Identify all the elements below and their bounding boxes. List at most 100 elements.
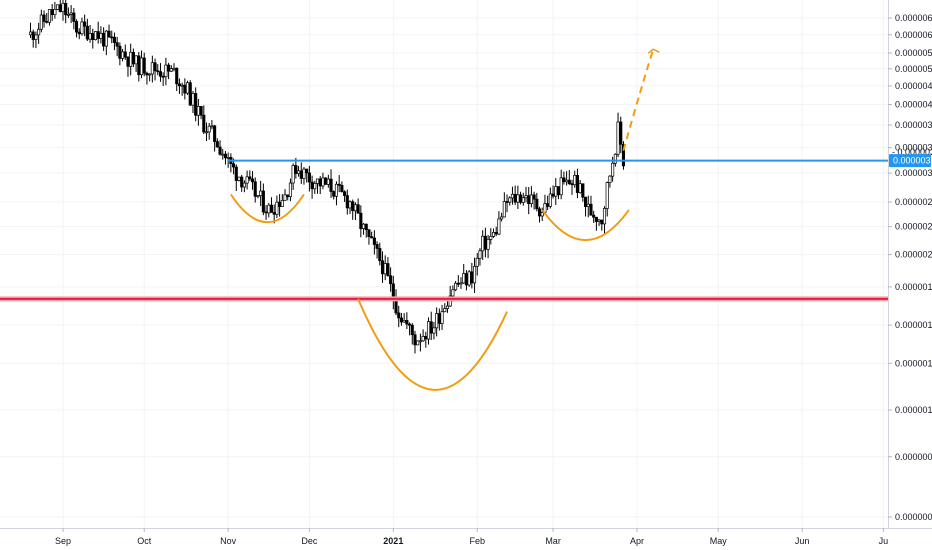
time-axis[interactable]: Sep Oct Nov Dec 2021 Feb Mar Apr May Jun Ju <box>0 528 932 546</box>
candle <box>74 19 79 38</box>
candle <box>418 333 422 352</box>
y-tick-label: 0.00000600 <box>895 30 932 40</box>
candle-body <box>429 321 433 334</box>
right-shoulder-arc[interactable] <box>541 209 630 242</box>
y-tick-label: 0.00000310 <box>895 168 932 178</box>
candle-body <box>537 208 542 217</box>
candle <box>229 153 233 173</box>
candle <box>421 329 425 342</box>
candle-body <box>359 212 363 229</box>
candle <box>334 181 339 206</box>
candle-body <box>50 9 54 16</box>
candle <box>435 307 439 337</box>
candle-body <box>245 176 249 184</box>
candle <box>313 180 317 194</box>
candle <box>340 181 344 193</box>
candle <box>343 190 347 202</box>
candle <box>570 179 574 195</box>
candle-body <box>519 194 523 203</box>
candle <box>556 186 561 200</box>
candle <box>540 207 544 221</box>
candle-body <box>88 33 92 40</box>
candle-body <box>278 201 282 207</box>
candle-body <box>302 168 306 179</box>
candle-body <box>153 62 157 72</box>
candle <box>142 52 146 77</box>
candle-body <box>475 257 479 267</box>
head-arc[interactable] <box>357 298 508 391</box>
candle-body <box>259 190 263 196</box>
candle-body <box>267 204 271 214</box>
candle-body <box>405 320 409 325</box>
candle-body <box>39 14 43 30</box>
candle-body <box>573 175 577 186</box>
candle <box>213 124 217 152</box>
candle-body <box>240 176 244 188</box>
candle <box>502 192 506 218</box>
candle <box>508 196 512 206</box>
candle <box>134 55 138 72</box>
candle-body <box>389 275 393 285</box>
candle-body <box>502 201 506 218</box>
x-tick-label: 2021 <box>383 536 403 546</box>
candle <box>399 313 403 326</box>
candle <box>169 65 173 73</box>
candle-body <box>578 183 582 193</box>
candle-body <box>516 194 520 203</box>
candle <box>472 257 477 294</box>
candle-body <box>367 229 371 237</box>
candle-body <box>37 28 41 36</box>
candle <box>172 63 176 72</box>
candle-body <box>313 183 317 190</box>
candle-body <box>556 186 561 196</box>
price-axis[interactable]: 0.00000650 0.00000600 0.00000550 0.00000510… <box>888 0 932 550</box>
candle-body <box>565 179 569 183</box>
candle-body <box>45 21 49 23</box>
candle <box>188 80 192 107</box>
candle <box>462 263 466 284</box>
candle <box>286 194 290 201</box>
candle <box>527 187 531 215</box>
neckline-price-tag <box>889 154 931 168</box>
candle-body <box>521 197 525 203</box>
projection-arrow[interactable] <box>622 48 655 151</box>
candle-body <box>307 172 311 183</box>
candle-body <box>486 239 490 250</box>
candle <box>337 174 341 193</box>
candle-body <box>445 305 450 309</box>
candle <box>432 321 436 340</box>
candle-body <box>28 31 33 36</box>
candle <box>551 185 555 199</box>
candle <box>348 200 352 214</box>
candle-body <box>69 12 73 15</box>
candle-body <box>364 223 368 231</box>
x-tick-label: Oct <box>137 536 152 546</box>
candle-body <box>58 4 62 12</box>
candle-body <box>353 204 357 212</box>
candle-body <box>513 193 517 203</box>
candle-body <box>548 193 552 207</box>
candle-body <box>164 64 168 77</box>
candle-body <box>372 237 376 245</box>
candle-body <box>215 141 219 148</box>
x-tick-label: Nov <box>220 536 237 546</box>
candle <box>118 42 122 66</box>
candle-body <box>210 125 214 128</box>
candle-body <box>234 166 238 181</box>
candle-body <box>613 153 617 164</box>
left-shoulder-arc[interactable] <box>230 193 305 223</box>
candle-body <box>375 244 379 249</box>
candle <box>456 275 460 287</box>
candle-body <box>72 12 76 22</box>
candle-body <box>540 212 544 217</box>
candle-body <box>261 190 265 213</box>
candle <box>426 317 431 345</box>
candle <box>410 323 414 345</box>
candle <box>443 303 447 313</box>
candle-body <box>343 191 347 196</box>
candle <box>500 212 504 222</box>
candle-body <box>459 282 463 285</box>
candle-body <box>31 31 35 40</box>
candle <box>253 177 257 203</box>
